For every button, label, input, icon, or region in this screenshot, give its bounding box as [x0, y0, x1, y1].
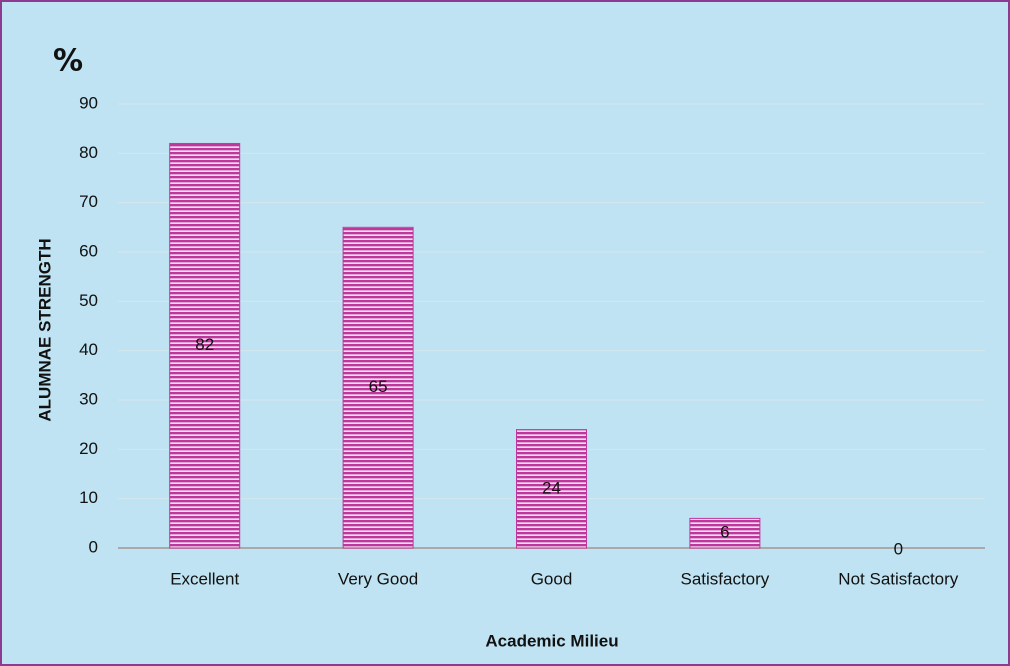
- y-tick-label: 50: [79, 291, 98, 310]
- y-tick-label: 80: [79, 143, 98, 162]
- y-axis-label: ALUMNAE STRENGTH: [35, 238, 54, 421]
- bar: [689, 517, 761, 549]
- x-tick-label: Good: [531, 569, 573, 588]
- data-label: 24: [542, 478, 561, 497]
- y-tick-label: 40: [79, 340, 98, 359]
- y-tick-label: 90: [79, 93, 98, 112]
- chart-title: %: [53, 44, 83, 79]
- data-label: 65: [369, 377, 388, 396]
- bar: [516, 429, 587, 549]
- data-label: 0: [894, 539, 903, 558]
- y-tick-label: 0: [89, 537, 98, 556]
- x-tick-label: Not Satisfactory: [838, 569, 958, 588]
- x-tick-label: Excellent: [170, 569, 239, 588]
- data-label: 6: [720, 523, 729, 542]
- y-tick-label: 60: [79, 241, 98, 260]
- y-tick-label: 10: [79, 488, 98, 507]
- bar: [169, 142, 241, 549]
- y-tick-label: 30: [79, 389, 98, 408]
- x-tick-label: Satisfactory: [680, 569, 769, 588]
- y-tick-label: 70: [79, 192, 98, 211]
- x-axis-label: Academic Milieu: [485, 631, 618, 650]
- y-tick-label: 20: [79, 439, 98, 458]
- data-label: 82: [195, 335, 214, 354]
- x-tick-label: Very Good: [338, 569, 418, 588]
- bar: [342, 226, 414, 549]
